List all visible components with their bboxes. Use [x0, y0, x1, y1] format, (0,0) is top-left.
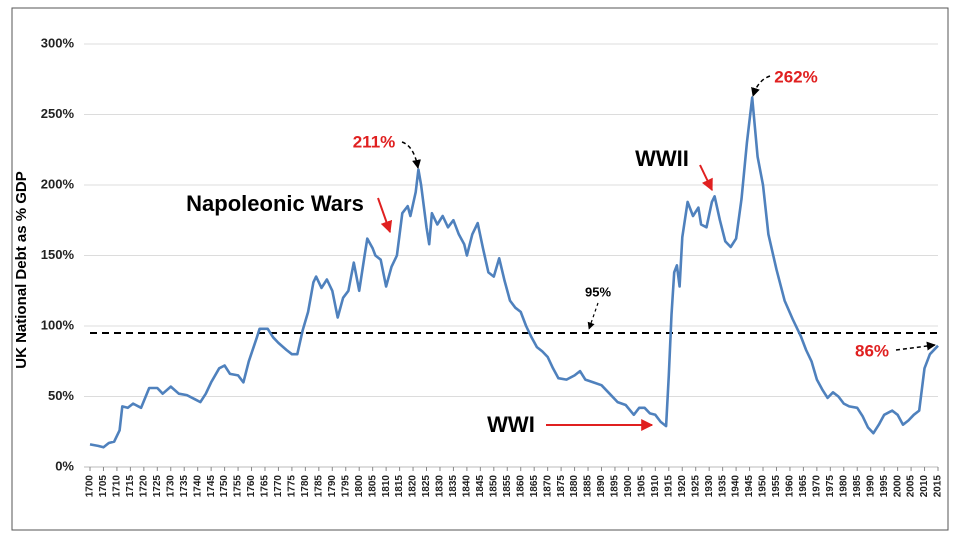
x-tick-label: 1845 — [475, 475, 486, 498]
x-tick-label: 1940 — [731, 475, 742, 498]
annotation: 86% — [855, 341, 889, 360]
y-tick-label: 200% — [41, 176, 75, 191]
x-tick-label: 1760 — [246, 475, 257, 498]
x-tick-label: 1825 — [421, 475, 432, 498]
x-tick-label: 1965 — [798, 475, 809, 498]
x-tick-label: 1790 — [327, 475, 338, 498]
x-tick-label: 1720 — [138, 475, 149, 498]
x-tick-label: 1960 — [785, 475, 796, 498]
x-tick-label: 1740 — [192, 475, 203, 498]
annotation: 211% — [353, 132, 396, 151]
x-tick-label: 1710 — [112, 475, 123, 498]
x-tick-label: 1795 — [340, 475, 351, 498]
x-tick-label: 1920 — [677, 475, 688, 498]
y-tick-label: 100% — [41, 317, 75, 332]
x-tick-label: 1910 — [650, 475, 661, 498]
x-tick-label: 1985 — [852, 475, 863, 498]
x-tick-label: 1925 — [690, 475, 701, 498]
x-tick-label: 1840 — [462, 475, 473, 498]
x-tick-label: 2000 — [892, 475, 903, 498]
x-tick-label: 1705 — [98, 475, 109, 498]
x-tick-label: 1785 — [313, 475, 324, 498]
x-tick-label: 1730 — [165, 475, 176, 498]
annotation: WWI — [487, 412, 535, 437]
x-tick-label: 1935 — [717, 475, 728, 498]
x-tick-label: 1880 — [569, 475, 580, 498]
x-tick-label: 1815 — [394, 475, 405, 498]
y-tick-label: 250% — [41, 106, 75, 121]
x-tick-label: 1895 — [610, 475, 621, 498]
annotation: 262% — [774, 67, 817, 86]
x-tick-label: 1745 — [206, 475, 217, 498]
x-tick-label: 1765 — [260, 475, 271, 498]
x-tick-label: 1780 — [300, 475, 311, 498]
x-tick-label: 1735 — [179, 475, 190, 498]
x-tick-label: 1830 — [435, 475, 446, 498]
x-tick-label: 1885 — [583, 475, 594, 498]
x-tick-label: 1700 — [85, 475, 96, 498]
x-tick-label: 1805 — [367, 475, 378, 498]
x-tick-label: 1860 — [515, 475, 526, 498]
x-tick-label: 2005 — [906, 475, 917, 498]
frame — [11, 7, 949, 531]
x-tick-label: 1975 — [825, 475, 836, 498]
x-tick-label: 1850 — [488, 475, 499, 498]
x-tick-label: 1770 — [273, 475, 284, 498]
x-tick-label: 1800 — [354, 475, 365, 498]
reference-label: 95% — [585, 284, 611, 299]
annotation: WWII — [635, 146, 689, 171]
x-tick-label: 1950 — [758, 475, 769, 498]
y-tick-label: 150% — [41, 247, 75, 262]
x-tick-label: 1875 — [556, 475, 567, 498]
arrow — [587, 302, 599, 330]
x-tick-label: 1990 — [865, 475, 876, 498]
x-tick-label: 1905 — [637, 475, 648, 498]
x-tick-label: 1930 — [704, 475, 715, 498]
x-tick-label: 1835 — [448, 475, 459, 498]
x-tick-label: 1750 — [219, 475, 230, 498]
y-tick-label: 0% — [55, 458, 74, 473]
line-series — [89, 96, 939, 449]
x-tick-label: 1755 — [233, 475, 244, 498]
arrow — [699, 164, 713, 192]
x-tick-label: 1900 — [623, 475, 634, 498]
x-tick-label: 1995 — [879, 475, 890, 498]
x-tick-label: 1970 — [811, 475, 822, 498]
y-axis-label: UK National Debt as % GDP — [13, 171, 30, 369]
x-tick-label: 2010 — [919, 475, 930, 498]
arrow — [895, 341, 936, 351]
x-tick-label: 1725 — [152, 475, 163, 498]
x-tick-label: 1775 — [287, 475, 298, 498]
x-tick-label: 1955 — [771, 475, 782, 498]
x-tick-label: 2015 — [933, 475, 944, 498]
x-tick-label: 1810 — [381, 475, 392, 498]
arrow — [751, 75, 771, 97]
y-tick-label: 50% — [48, 388, 74, 403]
x-tick-label: 1855 — [502, 475, 513, 498]
x-tick-label: 1865 — [529, 475, 540, 498]
x-tick-label: 1945 — [744, 475, 755, 498]
arrow — [401, 141, 421, 169]
x-tick-label: 1820 — [408, 475, 419, 498]
x-tick-label: 1915 — [663, 475, 674, 498]
arrow — [377, 197, 393, 234]
x-tick-label: 1980 — [838, 475, 849, 498]
y-tick-label: 300% — [41, 35, 75, 50]
annotation: Napoleonic Wars — [186, 191, 364, 216]
x-tick-label: 1890 — [596, 475, 607, 498]
x-tick-label: 1870 — [542, 475, 553, 498]
x-tick-label: 1715 — [125, 475, 136, 498]
